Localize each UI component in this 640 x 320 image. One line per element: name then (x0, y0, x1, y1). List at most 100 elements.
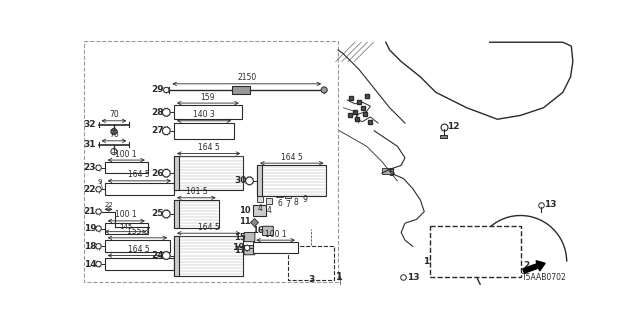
Circle shape (111, 148, 117, 155)
Bar (84, 41, 338, 283)
Text: 17: 17 (234, 246, 246, 255)
Text: 100 1: 100 1 (115, 210, 137, 219)
Bar (174, 236, 243, 276)
Bar (174, 200, 219, 228)
Circle shape (163, 210, 170, 218)
Text: 25: 25 (152, 210, 164, 219)
FancyArrow shape (523, 261, 545, 273)
Bar (232, 86, 250, 94)
Bar (276, 191, 283, 197)
Text: T5AAB0702: T5AAB0702 (522, 273, 566, 282)
Bar (105, 183, 174, 196)
FancyBboxPatch shape (244, 232, 255, 242)
Bar (285, 192, 291, 198)
Bar (257, 165, 326, 196)
Text: 27: 27 (152, 126, 164, 135)
Text: 10: 10 (239, 206, 251, 215)
Text: 28: 28 (152, 108, 164, 117)
Text: 9: 9 (98, 179, 102, 185)
Text: 8: 8 (293, 198, 298, 207)
Text: 14: 14 (84, 260, 96, 268)
Text: 16: 16 (252, 227, 264, 236)
FancyBboxPatch shape (262, 226, 273, 236)
Text: 30: 30 (235, 176, 247, 185)
Bar (253, 205, 266, 216)
Circle shape (96, 244, 101, 249)
Text: 164 5: 164 5 (198, 223, 220, 232)
Bar (292, 189, 299, 196)
Text: 7: 7 (285, 200, 291, 209)
Bar (174, 156, 243, 190)
Text: 13: 13 (545, 200, 557, 209)
Text: 6: 6 (277, 199, 282, 208)
Text: 100 1: 100 1 (265, 230, 287, 239)
Text: 1: 1 (336, 272, 343, 282)
Text: 164 5: 164 5 (129, 170, 150, 179)
Text: 100 1: 100 1 (115, 149, 137, 158)
Text: 155 3: 155 3 (127, 227, 148, 236)
Circle shape (96, 261, 101, 267)
Circle shape (244, 245, 250, 251)
Bar (174, 123, 234, 139)
Bar (444, 257, 490, 266)
Text: 32: 32 (84, 120, 96, 129)
Circle shape (111, 129, 117, 135)
Text: 2150: 2150 (237, 73, 257, 82)
Circle shape (96, 209, 101, 214)
Circle shape (163, 127, 170, 135)
Text: 26: 26 (152, 169, 164, 178)
Text: 164 5: 164 5 (129, 245, 150, 254)
Text: 4: 4 (266, 206, 271, 215)
Text: 164 5: 164 5 (198, 143, 220, 152)
Text: 21: 21 (84, 207, 96, 216)
Text: FR.: FR. (501, 269, 522, 279)
Text: 70: 70 (109, 130, 119, 139)
Bar (288, 246, 334, 280)
Text: 19: 19 (232, 243, 245, 252)
Circle shape (163, 169, 170, 177)
Text: 22: 22 (84, 185, 96, 194)
Circle shape (435, 259, 441, 264)
Circle shape (96, 165, 101, 171)
Circle shape (164, 87, 169, 93)
Text: 13: 13 (406, 273, 419, 282)
FancyBboxPatch shape (244, 245, 255, 255)
Bar (174, 200, 179, 228)
Text: 3: 3 (308, 275, 314, 284)
Text: 24: 24 (152, 251, 164, 260)
Bar (253, 243, 298, 253)
Bar (105, 240, 170, 252)
Bar (431, 226, 521, 277)
Circle shape (96, 226, 101, 231)
Circle shape (321, 87, 327, 93)
Bar (382, 168, 393, 174)
Text: 140 3: 140 3 (193, 110, 215, 119)
Text: 4: 4 (258, 204, 262, 213)
Text: 9: 9 (303, 196, 307, 204)
Bar (266, 198, 272, 204)
Bar (105, 162, 148, 173)
Text: 19: 19 (423, 257, 436, 266)
Text: 100 1: 100 1 (456, 244, 478, 253)
Text: 22: 22 (104, 202, 113, 208)
Text: 101 5: 101 5 (186, 187, 207, 196)
Text: 12: 12 (447, 123, 460, 132)
Bar (174, 156, 179, 190)
Bar (257, 196, 263, 202)
Bar (257, 165, 262, 196)
Circle shape (96, 187, 101, 192)
Circle shape (163, 252, 170, 260)
Circle shape (246, 177, 253, 185)
Text: 164 5: 164 5 (281, 153, 303, 162)
Text: 5: 5 (388, 169, 394, 179)
Text: 70: 70 (109, 110, 119, 119)
Text: 23: 23 (84, 163, 96, 172)
Text: 29: 29 (152, 85, 164, 94)
Bar (105, 223, 148, 234)
Text: 15: 15 (234, 233, 246, 242)
Bar (440, 135, 447, 139)
Bar (105, 258, 174, 270)
Text: 19: 19 (84, 224, 96, 233)
Bar (174, 236, 179, 276)
Bar (302, 187, 308, 193)
